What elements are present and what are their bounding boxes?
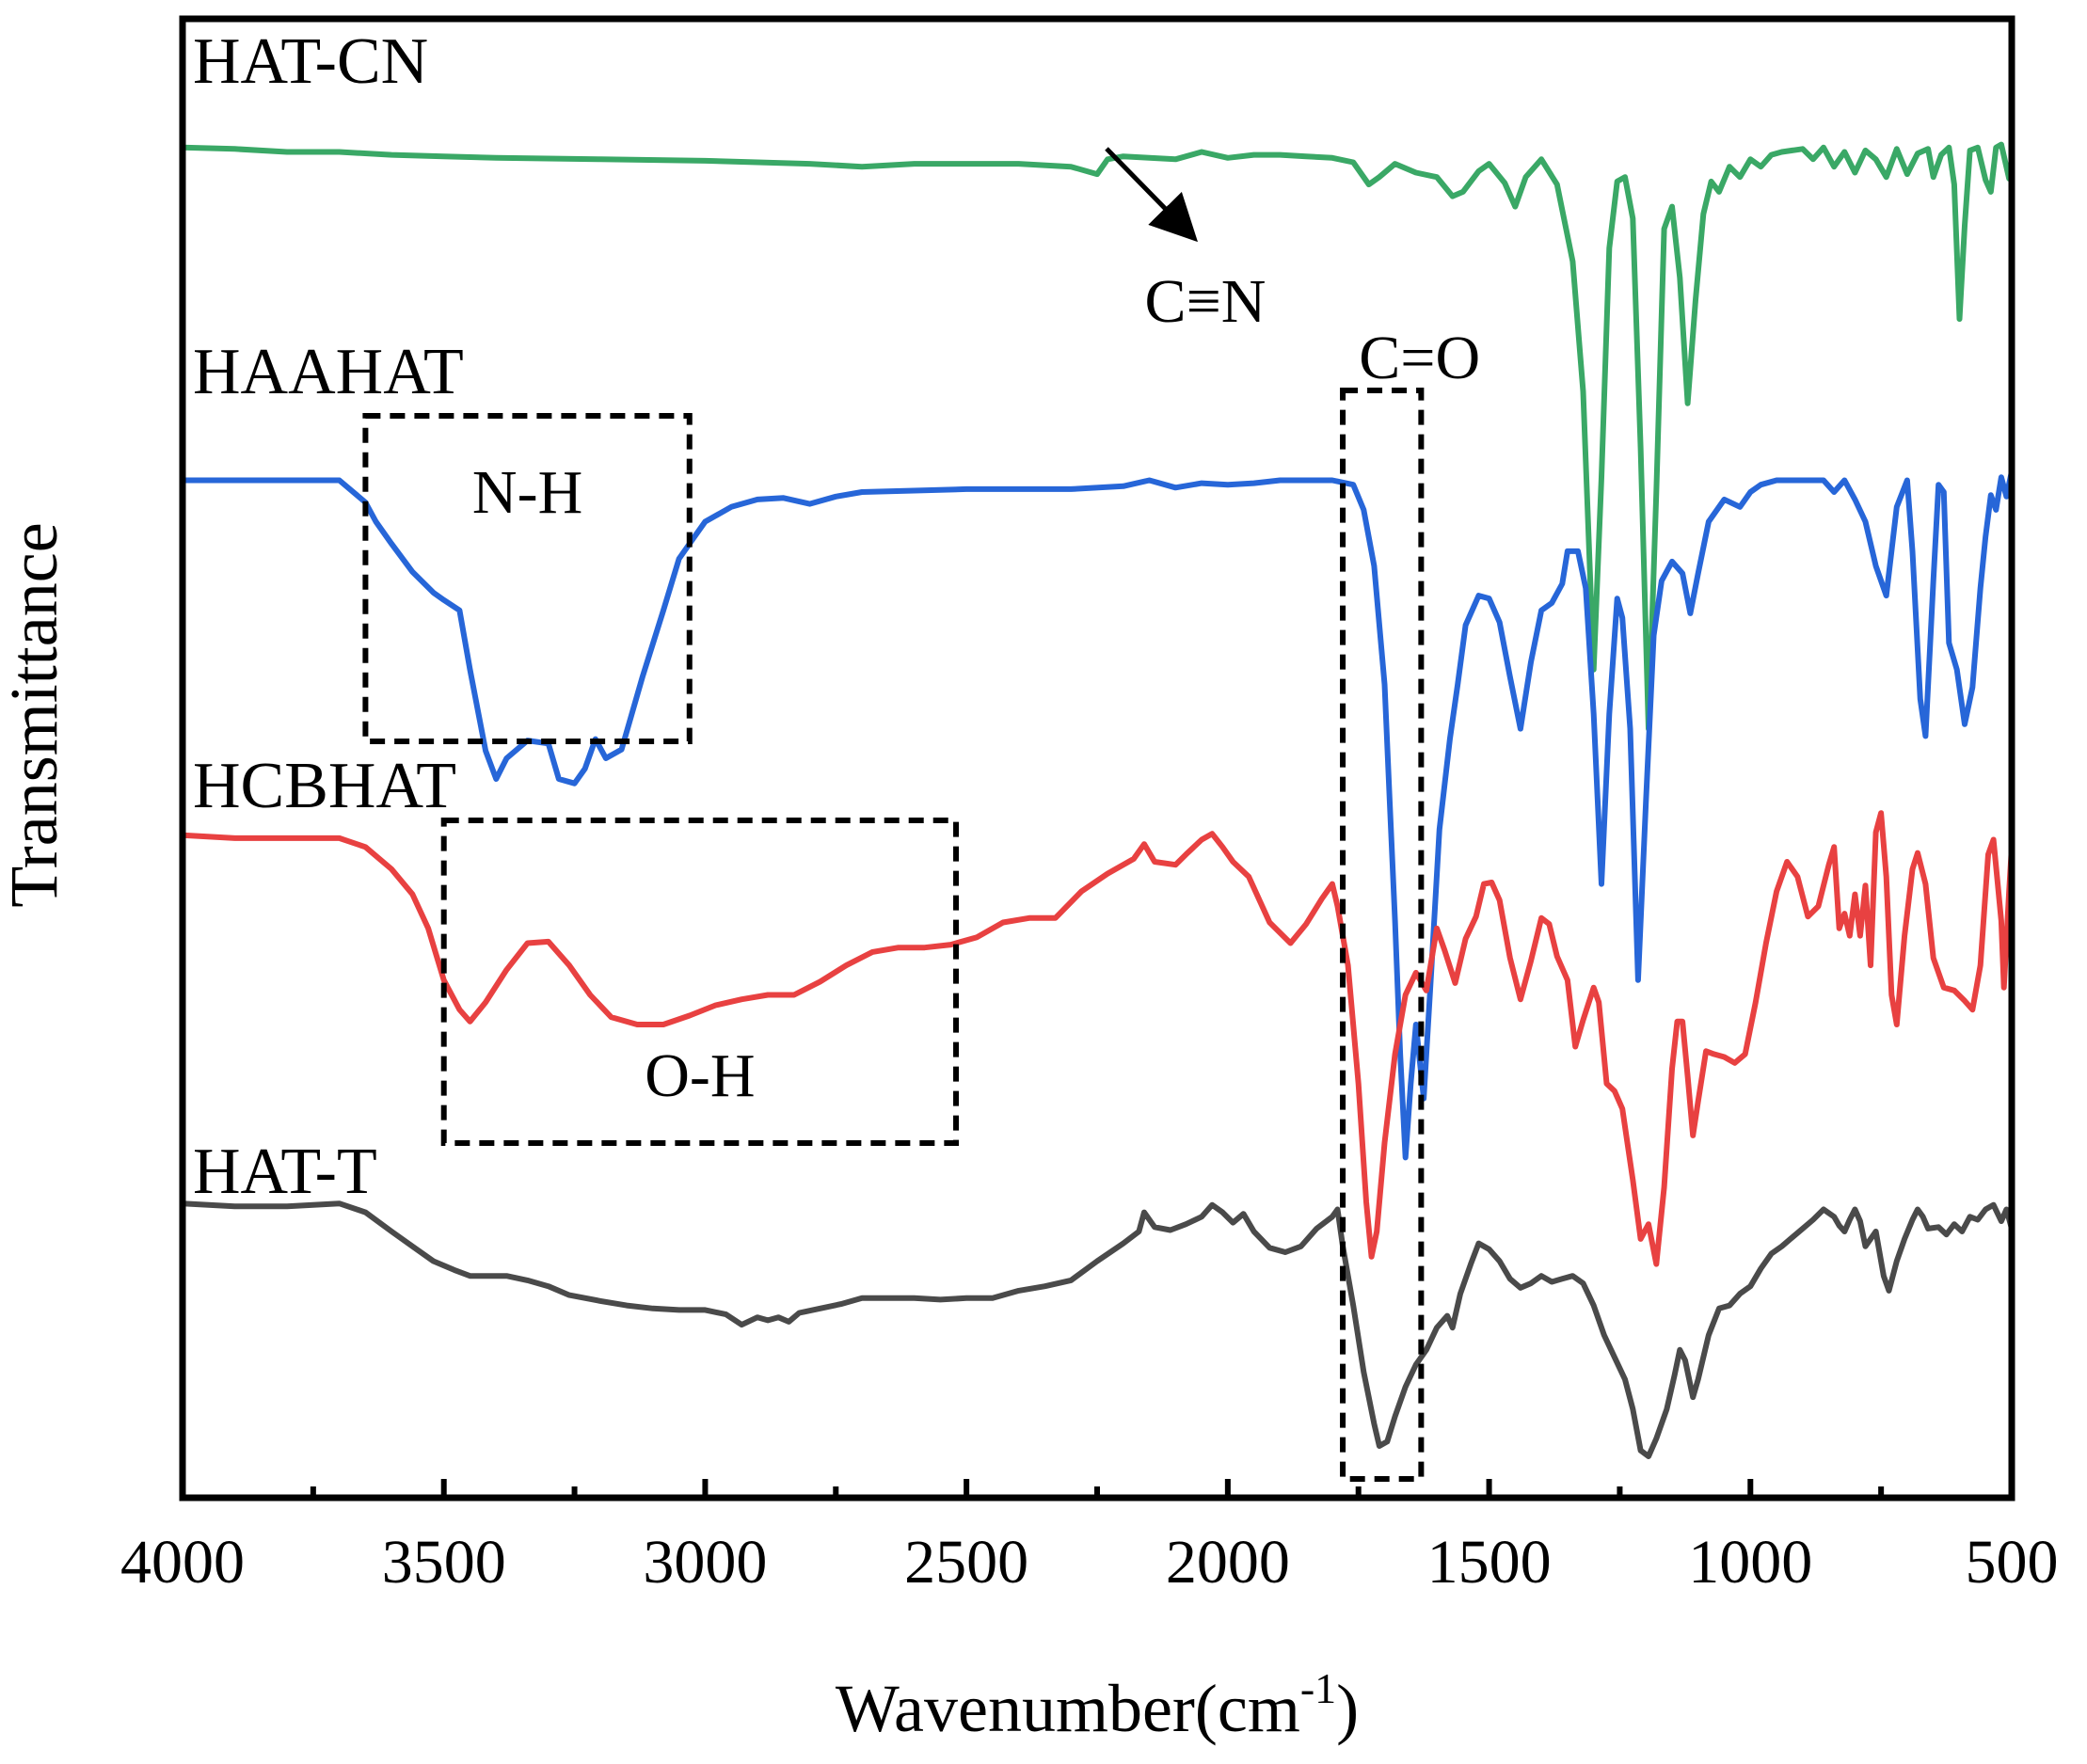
x-axis-title: Wavenumber(cm-1): [836, 1664, 1359, 1746]
series-label-hat-t: HAT-T: [193, 1136, 377, 1208]
x-axis-title-main: Wavenumber(cm: [836, 1671, 1300, 1746]
x-tick-label: 500: [1966, 1528, 2059, 1597]
series-line-hat-t: [180, 1200, 2015, 1459]
series-line-haahat: [180, 469, 2015, 1161]
series-line-hcbhat: [180, 810, 2015, 1267]
co-label: C=O: [1359, 324, 1480, 392]
co-region-box: [1340, 388, 1425, 1482]
x-tick-label: 1500: [1427, 1528, 1552, 1597]
x-axis-ticks: 4000 3500 3000 2500 2000 1500 1000 500: [120, 1479, 2059, 1597]
annotation-layer: N-H O-H C=O C≡N HAT-CN HAAHAT HCBHAT HAT…: [193, 25, 1480, 1482]
oh-region-box: [440, 818, 960, 1146]
cn-arrow: [1105, 147, 1198, 243]
series-label-hat-cn: HAT-CN: [193, 25, 428, 98]
series-label-haahat: HAAHAT: [193, 336, 464, 408]
cn-label: C≡N: [1145, 267, 1267, 336]
nh-region-box: [362, 413, 693, 744]
x-tick-label: 3500: [382, 1528, 506, 1597]
series-label-hcbhat: HCBHAT: [193, 750, 456, 822]
x-tick-label: 2000: [1166, 1528, 1290, 1597]
nh-label: N-H: [472, 458, 582, 527]
plot-frame: [179, 15, 2015, 1502]
x-tick-label: 1000: [1688, 1528, 1812, 1597]
oh-label: O-H: [645, 1041, 755, 1110]
x-axis-title-close: ): [1336, 1671, 1359, 1746]
x-axis-title-superscript: -1: [1300, 1664, 1336, 1712]
x-tick-label: 3000: [643, 1528, 767, 1597]
x-tick-label: 2500: [904, 1528, 1028, 1597]
series-line-hat-cn: [180, 141, 2015, 732]
x-tick-label: 4000: [120, 1528, 245, 1597]
y-axis-title: Transmittance: [0, 522, 72, 907]
